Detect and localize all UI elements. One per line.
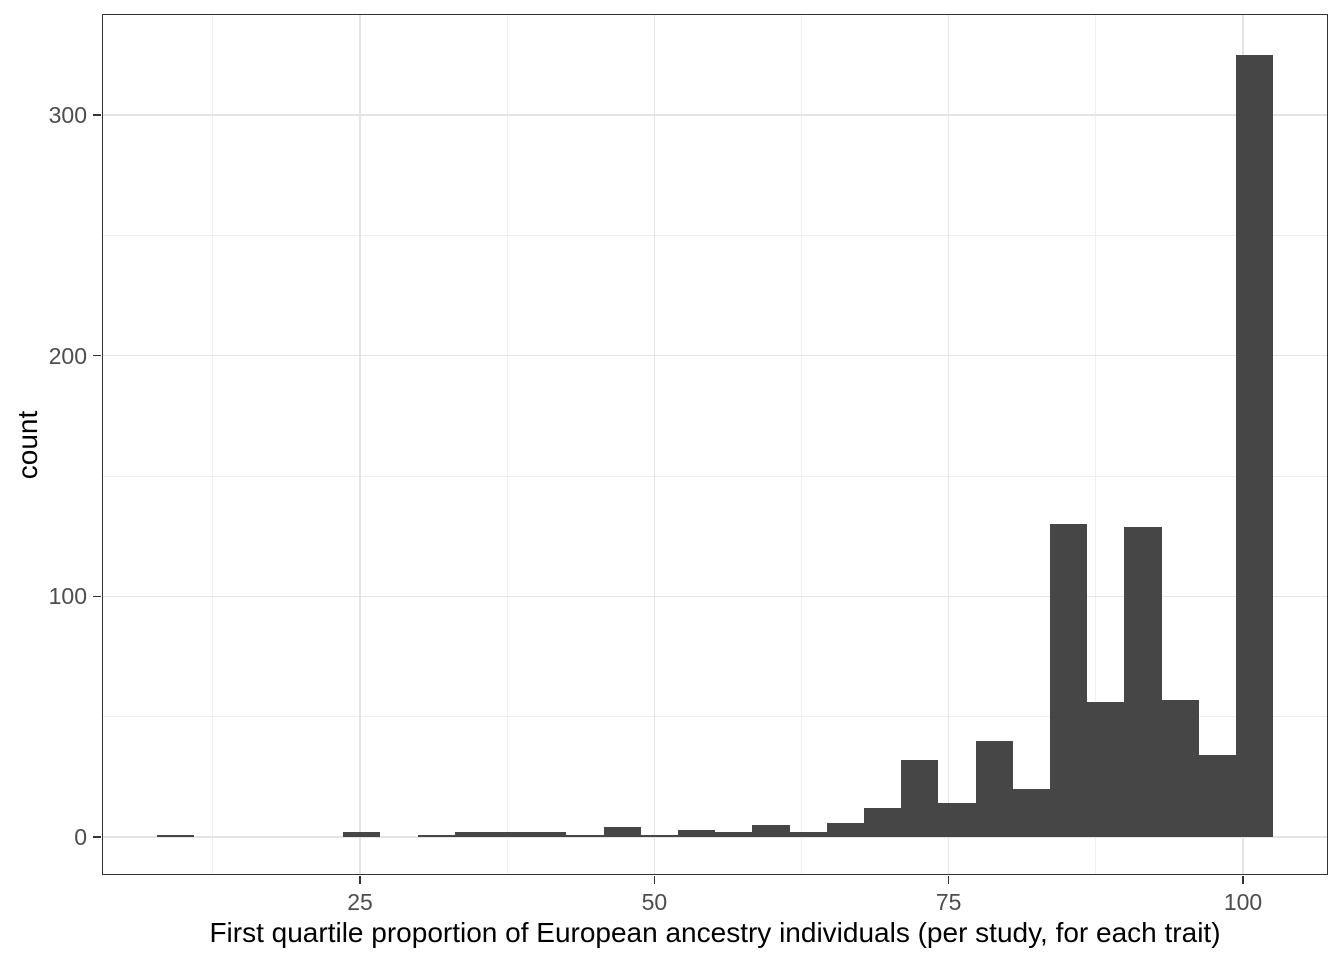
y-tick-label: 300 bbox=[48, 102, 87, 129]
histogram-bar bbox=[1198, 755, 1237, 837]
x-axis-title: First quartile proportion of European an… bbox=[209, 917, 1221, 948]
histogram-bar bbox=[492, 832, 530, 837]
y-tick-label: 200 bbox=[48, 342, 87, 369]
x-axis-tick bbox=[947, 876, 950, 884]
gridline-x-major bbox=[359, 14, 361, 875]
x-tick-label: 75 bbox=[935, 889, 962, 915]
y-tick-label: 100 bbox=[48, 583, 87, 610]
y-axis-title: count bbox=[12, 410, 43, 479]
histogram-bar bbox=[678, 829, 716, 837]
gridline-x-minor bbox=[801, 14, 803, 875]
histogram-bar bbox=[529, 832, 567, 837]
gridline-y-minor bbox=[102, 716, 1328, 718]
x-axis-tick bbox=[359, 876, 361, 884]
histogram-bar bbox=[1050, 524, 1088, 837]
histogram-bar bbox=[975, 740, 1013, 837]
histogram-bar bbox=[1236, 54, 1274, 837]
histogram-bar bbox=[157, 834, 195, 837]
gridline-y-major bbox=[102, 595, 1328, 598]
x-axis-tick bbox=[1242, 876, 1244, 884]
histogram-bar bbox=[454, 832, 492, 837]
histogram-bar bbox=[343, 832, 381, 837]
gridline-y-major bbox=[102, 836, 1328, 838]
gridline-x-minor bbox=[506, 14, 508, 875]
histogram-bar bbox=[715, 832, 753, 837]
histogram-bar bbox=[826, 822, 865, 837]
gridline-x-minor bbox=[1095, 14, 1097, 875]
gridline-y-minor bbox=[102, 234, 1328, 236]
x-tick-label: 50 bbox=[641, 889, 668, 915]
histogram-bar bbox=[1087, 702, 1125, 837]
histogram-bar bbox=[864, 808, 902, 837]
histogram-bar bbox=[566, 834, 604, 837]
histogram-bar bbox=[417, 834, 455, 837]
y-tick-label: 0 bbox=[74, 823, 87, 850]
x-axis-tick bbox=[653, 876, 656, 884]
histogram-bar bbox=[938, 803, 976, 837]
x-tick-label: 25 bbox=[347, 889, 373, 915]
y-axis-tick bbox=[93, 836, 101, 838]
gridline-x-major bbox=[653, 14, 656, 875]
histogram-bar bbox=[1161, 699, 1199, 837]
gridline-y-major bbox=[102, 354, 1328, 357]
gridline-y-minor bbox=[102, 475, 1328, 477]
x-tick-label: 100 bbox=[1223, 889, 1263, 915]
gridline-x-major bbox=[947, 14, 950, 875]
gridline-y-major bbox=[102, 114, 1328, 116]
histogram-bar bbox=[603, 827, 641, 837]
histogram-bar bbox=[640, 834, 679, 837]
histogram-bar bbox=[1124, 526, 1162, 837]
histogram-bar bbox=[752, 824, 790, 837]
y-axis-tick bbox=[93, 354, 101, 357]
y-axis-tick bbox=[93, 114, 101, 116]
gridline-x-minor bbox=[212, 14, 214, 875]
y-axis-tick bbox=[93, 595, 101, 598]
histogram-bar bbox=[789, 832, 827, 837]
histogram-bar bbox=[1012, 788, 1051, 837]
histogram-bar bbox=[901, 759, 939, 837]
